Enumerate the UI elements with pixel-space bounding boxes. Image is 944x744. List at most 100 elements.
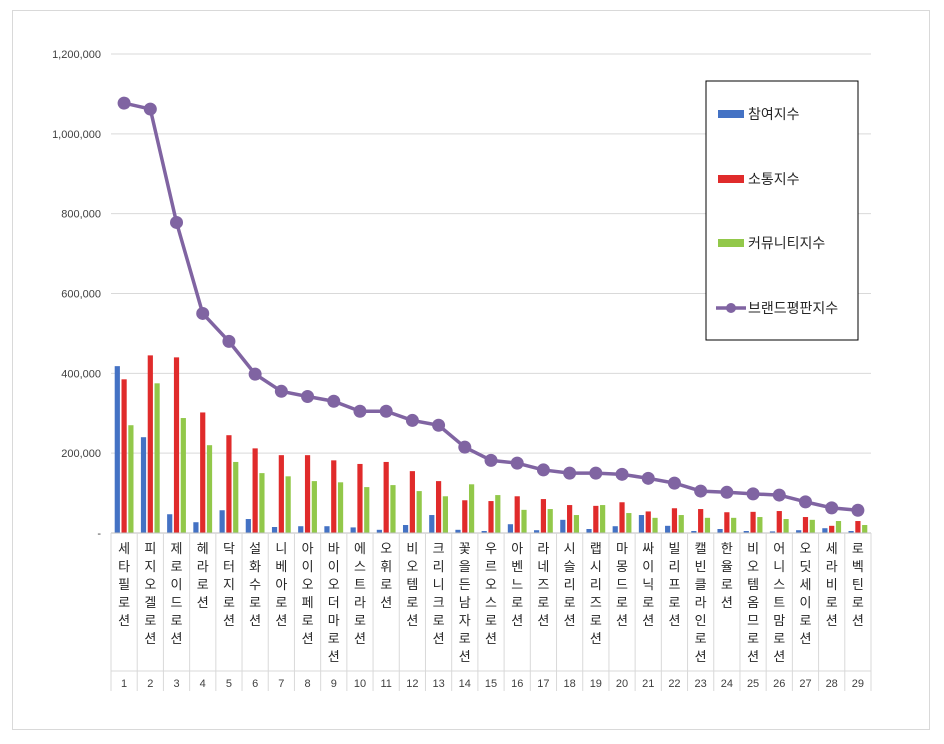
bar-3 <box>364 487 370 533</box>
line-point <box>248 367 262 381</box>
bar-3 <box>783 519 789 533</box>
rank-label: 16 <box>511 678 523 690</box>
bar-1 <box>691 531 697 533</box>
rank-label: 22 <box>668 678 680 690</box>
bar-3 <box>233 461 239 533</box>
bar-2 <box>278 455 284 533</box>
rank-label: 23 <box>695 678 707 690</box>
bar-1 <box>769 531 776 533</box>
bar-1 <box>717 529 723 533</box>
bar-2 <box>121 379 127 533</box>
line-point <box>720 485 734 499</box>
rank-label: 20 <box>616 678 628 690</box>
bar-1 <box>245 519 251 533</box>
bar-2 <box>200 412 206 533</box>
line-point <box>589 466 603 480</box>
rank-label: 7 <box>278 678 284 690</box>
y-tick-label: 200,000 <box>61 448 101 460</box>
line-point <box>196 306 210 320</box>
bar-3 <box>337 482 344 533</box>
bar-2 <box>829 525 835 533</box>
y-tick-label: 800,000 <box>61 209 101 221</box>
bar-2 <box>698 509 704 533</box>
rank-label: 6 <box>252 678 258 690</box>
y-axis: - 200,000 400,000 600,000 800,000 1,000,000 1,… <box>52 49 101 540</box>
bar-2 <box>593 505 599 533</box>
bar-2 <box>802 517 809 533</box>
bar-3 <box>259 473 265 533</box>
bar-2 <box>331 460 337 533</box>
line-point <box>117 96 131 110</box>
legend-label: 브랜드평판지수 <box>748 301 838 317</box>
bar-2 <box>514 496 520 533</box>
rank-label: 17 <box>537 678 549 690</box>
bar-2 <box>645 511 651 533</box>
bar-2 <box>855 521 861 533</box>
bar-1 <box>350 527 356 533</box>
bar-1 <box>271 527 278 533</box>
bar-1 <box>534 530 540 533</box>
rank-label: 1 <box>121 678 127 690</box>
bar-2 <box>776 511 782 533</box>
bar-2 <box>488 501 494 533</box>
y-tick-label: 400,000 <box>61 368 101 380</box>
line-point <box>746 487 760 501</box>
bar-3 <box>416 491 422 533</box>
line-point <box>615 467 629 481</box>
bar-1 <box>376 529 382 533</box>
y-tick-label: - <box>97 528 101 540</box>
bar-3 <box>600 505 606 533</box>
bar-3 <box>521 509 527 533</box>
bar-2 <box>357 463 363 533</box>
legend-label: 커뮤니티지수 <box>748 236 825 252</box>
bar-2 <box>409 471 415 533</box>
legend-box <box>705 80 859 341</box>
rank-label: 4 <box>200 678 206 690</box>
bar-3 <box>862 525 868 533</box>
bar-3 <box>626 513 632 533</box>
line-point <box>667 476 681 490</box>
bar-3 <box>311 481 317 533</box>
bar-1 <box>796 530 802 533</box>
bar-3 <box>442 496 448 533</box>
bar-2 <box>540 499 547 533</box>
bar-2 <box>671 508 678 533</box>
brand-reputation-chart: - 200,000 400,000 600,000 800,000 1,000,000 1,… <box>52 49 872 691</box>
line-point <box>353 404 367 418</box>
rank-label: 18 <box>563 678 575 690</box>
y-tick-label: 1,000,000 <box>52 129 101 141</box>
line-point <box>510 456 524 470</box>
bar-3 <box>678 515 684 533</box>
bar-3 <box>652 517 658 533</box>
bar-2 <box>462 500 468 533</box>
line-point <box>825 501 839 515</box>
rank-label: 9 <box>331 678 337 690</box>
x-axis: 세 타 필 로 션 1 피 지 오 겔 로 션 2 제 로 이 드 로 션 3 헤 라 로 션 4 닥 터 지 로 션 5 설 화 수 로 션 6 니 베 아… <box>110 532 872 691</box>
line-point <box>798 495 812 509</box>
rank-label: 11 <box>380 678 391 690</box>
legend-marker <box>726 303 736 313</box>
line-point <box>772 488 786 502</box>
line-series <box>117 96 865 517</box>
bar-1 <box>743 531 749 533</box>
bar-1 <box>507 524 514 533</box>
rank-label: 12 <box>406 678 418 690</box>
line-point <box>641 471 655 485</box>
legend-label: 참여지수 <box>748 107 800 123</box>
line-point <box>458 440 472 454</box>
